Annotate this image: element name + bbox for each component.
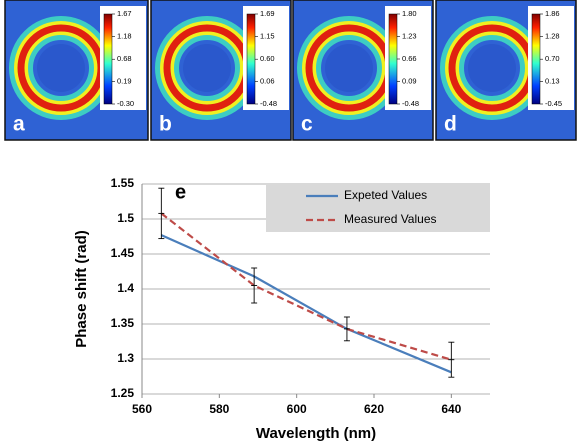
ring-inner [468,44,516,92]
y-tick-label: 1.25 [111,386,135,400]
colorbar [246,13,256,105]
y-tick-label: 1.35 [111,316,135,330]
x-tick-label: 580 [209,402,229,416]
colorbar-tick-label: 0.13 [545,76,560,85]
colorbar-tick-label: 1.28 [545,32,560,41]
colorbar-tick-label: 1.86 [545,9,560,18]
panel-label: a [13,113,25,136]
colorbar-tick-label: 0.60 [260,54,275,63]
colorbar-tick-label: 0.19 [117,77,132,86]
colorbar-tick-label: 1.80 [402,9,417,18]
y-axis-title: Phase shift (rad) [73,230,90,348]
colorbar-tick-label: -0.48 [260,99,277,108]
colorbar-tick-label: 1.23 [402,31,417,40]
legend-box [266,184,490,232]
colorbar-tick-label: 1.18 [117,31,132,40]
error-bar [343,316,350,342]
error-bar [158,187,165,240]
image-panel: a 1.67 1.18 0.68 0.19 -0.30 [4,0,149,141]
error-bar [251,267,258,304]
x-tick-label: 560 [132,402,152,416]
y-tick-label: 1.3 [117,351,134,365]
y-tick-label: 1.45 [111,246,135,260]
colorbar-tick-label: 0.09 [402,76,417,85]
colorbar-tick-label: -0.30 [117,99,134,108]
x-tick-label: 640 [441,402,461,416]
y-tick-label: 1.5 [117,211,134,225]
colorbar-tick-label: 0.66 [402,54,417,63]
colorbar-tick-label: -0.48 [402,99,419,108]
error-bar [448,341,455,378]
y-tick-label: 1.55 [111,176,135,190]
series-line [160,212,452,361]
panel-label: e [175,181,186,203]
colorbar-tick-label: 0.06 [260,77,275,86]
panel-label: c [301,113,313,136]
colorbar [531,13,541,105]
legend-label: Expeted Values [344,188,427,202]
legend-label: Measured Values [344,212,437,226]
ring-inner [183,44,231,92]
ring-inner [37,44,85,92]
panels: a 1.67 1.18 0.68 0.19 -0.30 b 1.69 1.15 0.60 0.06 -… [4,0,577,141]
chart: 1.25 1.3 1.35 1.4 1.45 1.5 1.55 560 580 600 620 640… [73,176,490,442]
image-panel: d 1.86 1.28 0.70 0.13 -0.45 [435,0,577,141]
colorbar-tick-label: 1.15 [260,31,275,40]
series-line [160,234,452,374]
colorbar [103,13,113,105]
y-tick-label: 1.4 [117,281,134,295]
panel-label: d [444,113,457,136]
ring-inner [325,44,373,92]
colorbar [388,13,398,105]
panel-label: b [159,113,172,136]
image-panel: b 1.69 1.15 0.60 0.06 -0.48 [150,0,292,141]
colorbar-tick-label: 0.68 [117,54,132,63]
colorbar-tick-label: -0.45 [545,99,562,108]
colorbar-tick-label: 1.67 [117,9,132,18]
x-tick-label: 620 [364,402,384,416]
colorbar-tick-label: 0.70 [545,54,560,63]
x-axis-title: Wavelength (nm) [256,425,376,442]
colorbar-tick-label: 1.69 [260,9,275,18]
image-panel: c 1.80 1.23 0.66 0.09 -0.48 [292,0,434,141]
x-tick-label: 600 [287,402,307,416]
